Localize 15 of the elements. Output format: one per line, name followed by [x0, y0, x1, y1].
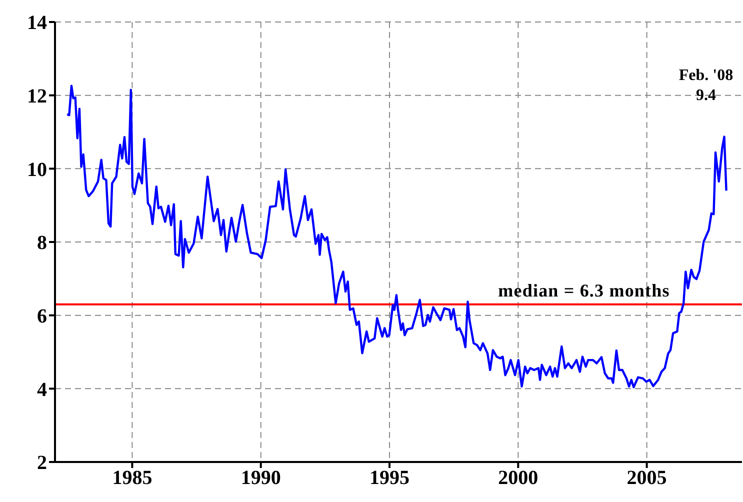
- x-tick-label: 1995: [369, 467, 410, 490]
- y-tick-label: 14: [27, 12, 47, 34]
- x-tick-label: 2000: [498, 467, 538, 490]
- line-series: [66, 84, 728, 388]
- x-tick-label: 1985: [112, 467, 152, 490]
- annotation: Feb. '08 9.4: [678, 67, 734, 104]
- y-tick-label: 6: [37, 305, 47, 328]
- ref-line-label: median = 6.3 months: [498, 280, 670, 300]
- y-tick-label: 10: [27, 158, 47, 181]
- y-tick-label: 12: [27, 85, 47, 108]
- y-tick-label: 8: [37, 232, 47, 254]
- x-tick-label: 1990: [240, 467, 281, 490]
- y-tick-label: 2: [37, 452, 47, 474]
- x-tick-label: 2005: [626, 467, 667, 490]
- y-tick-label: 4: [37, 378, 47, 401]
